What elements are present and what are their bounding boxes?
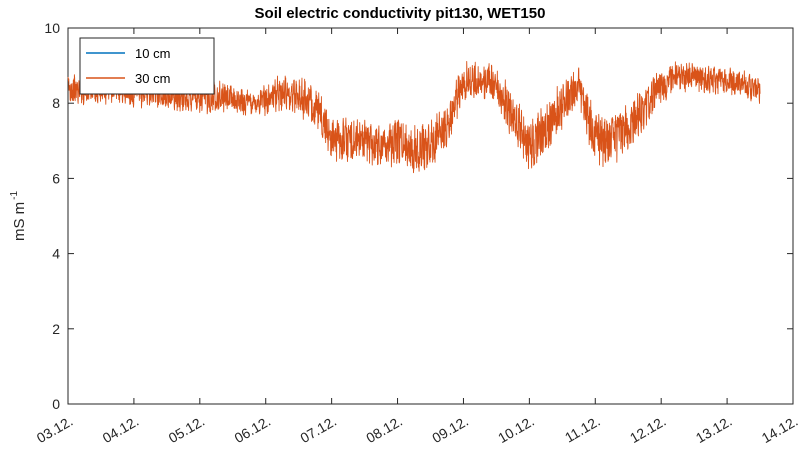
x-tick-label: 04.12. bbox=[100, 413, 142, 446]
x-tick-label: 12.12. bbox=[627, 413, 669, 446]
x-tick-label: 03.12. bbox=[34, 413, 76, 446]
y-axis-label-exponent: -1 bbox=[9, 191, 20, 200]
legend-label-30cm: 30 cm bbox=[135, 71, 170, 86]
y-tick-label: 8 bbox=[52, 95, 60, 111]
x-tick-label: 13.12. bbox=[693, 413, 735, 446]
svg-text:mS m-1: mS m -1 bbox=[9, 191, 28, 242]
legend-box bbox=[79, 37, 215, 95]
x-tick-label: 08.12. bbox=[363, 413, 405, 446]
x-tick-label: 06.12. bbox=[232, 413, 274, 446]
legend: 10 cm 30 cm bbox=[79, 37, 215, 95]
x-tick-label: 09.12. bbox=[429, 413, 471, 446]
x-tick-label: 07.12. bbox=[297, 413, 339, 446]
x-tick-label: 11.12. bbox=[562, 413, 603, 446]
legend-label-10cm: 10 cm bbox=[135, 46, 170, 61]
y-axis-label: mS m -1 bbox=[9, 191, 28, 242]
x-tick-label: 05.12. bbox=[166, 413, 208, 446]
chart-title: Soil electric conductivity pit130, WET15… bbox=[255, 5, 546, 22]
y-tick-label: 4 bbox=[52, 246, 60, 262]
y-axis-label-main: mS m bbox=[11, 202, 28, 241]
y-tick-label: 10 bbox=[44, 20, 60, 36]
y-tick-label: 6 bbox=[52, 170, 60, 186]
y-tick-label: 0 bbox=[52, 396, 60, 412]
y-tick-label: 2 bbox=[52, 321, 60, 337]
y-axis: 0 2 4 6 8 10 bbox=[44, 20, 793, 412]
x-tick-label: 14.12. bbox=[759, 413, 800, 446]
x-tick-label: 10.12. bbox=[495, 413, 537, 446]
